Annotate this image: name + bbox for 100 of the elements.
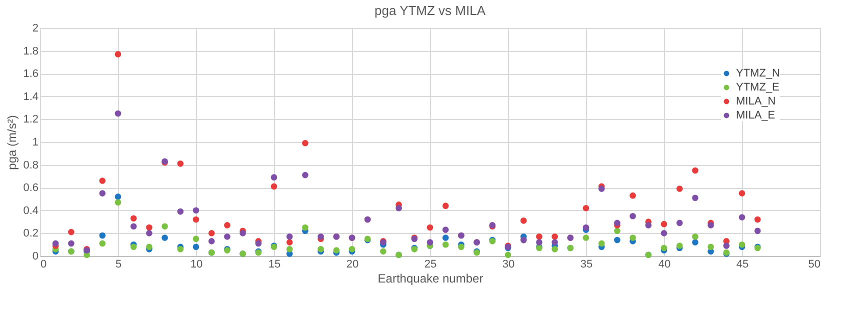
y-tick-label: 2 (32, 22, 38, 34)
point (380, 248, 386, 255)
point (676, 242, 683, 249)
x-tick-label: 45 (736, 258, 749, 270)
point (114, 194, 122, 200)
point (114, 199, 122, 206)
point (162, 223, 168, 230)
point (630, 234, 636, 241)
x-tick-label: 20 (346, 258, 359, 270)
point (660, 230, 668, 236)
point (270, 183, 278, 190)
point (692, 233, 698, 240)
point (442, 241, 449, 248)
point (676, 220, 683, 226)
point (614, 228, 620, 234)
point (208, 238, 215, 244)
point (177, 208, 184, 215)
point (614, 220, 620, 226)
point (192, 207, 200, 214)
point (130, 244, 137, 250)
y-tick-label: 0 (32, 250, 38, 262)
point (598, 240, 605, 247)
point (302, 172, 308, 178)
point (676, 186, 683, 192)
point (318, 246, 324, 252)
point (318, 233, 324, 240)
x-tick-label: 15 (268, 258, 281, 270)
y-tick-label: 0.4 (23, 204, 38, 217)
point (552, 239, 558, 246)
legend-label: MILA_N (736, 96, 776, 108)
point (708, 222, 714, 228)
x-tick-label: 40 (658, 258, 671, 270)
point (302, 224, 308, 231)
point (504, 252, 512, 258)
point (552, 246, 558, 252)
point (224, 222, 230, 228)
y-tick-label: 1 (32, 136, 38, 148)
point (270, 174, 278, 180)
point (660, 244, 668, 252)
point (192, 216, 200, 223)
point (754, 216, 761, 223)
point (582, 224, 590, 231)
point (426, 239, 434, 246)
point (645, 222, 652, 228)
point (520, 218, 527, 224)
chart-title: pga YTMZ vs MILA (374, 3, 486, 18)
point (708, 244, 714, 250)
point (692, 167, 698, 174)
point (99, 190, 106, 196)
point (552, 233, 558, 240)
point (302, 140, 308, 146)
point (536, 239, 542, 246)
y-tick-label: 0.2 (23, 228, 38, 240)
point (99, 178, 106, 184)
x-tick-label: 50 (808, 258, 820, 270)
point (192, 236, 200, 242)
point (146, 224, 152, 231)
point (582, 234, 590, 241)
y-tick-label: 0.6 (23, 182, 38, 194)
y-tick-label: 1.2 (23, 114, 38, 126)
point (630, 192, 636, 199)
legend-label: MILA_E (736, 110, 776, 122)
x-tick-label: 25 (424, 258, 437, 270)
point (162, 234, 168, 241)
point (52, 240, 59, 247)
point (177, 246, 184, 252)
point (255, 240, 262, 247)
point (442, 202, 449, 209)
legend-label: YTMZ_E (736, 82, 780, 94)
point (224, 233, 230, 240)
x-tick-label: 5 (115, 258, 122, 270)
point (208, 230, 215, 236)
point (68, 240, 74, 247)
point (660, 220, 668, 228)
point (692, 239, 698, 246)
point (192, 244, 200, 250)
legend-label: YTMZ_N (736, 68, 780, 80)
x-tick-label: 30 (502, 258, 515, 270)
point (333, 247, 340, 254)
point (738, 214, 746, 220)
point (692, 194, 698, 202)
point (146, 230, 152, 236)
point (630, 212, 636, 220)
point (99, 232, 106, 239)
point (146, 244, 152, 250)
point (442, 226, 449, 233)
x-tick-label: 35 (580, 258, 593, 270)
y-tick-label: 1.4 (23, 90, 38, 103)
point (738, 190, 746, 196)
point (396, 204, 402, 212)
x-axis-title: Earthquake number (378, 272, 484, 286)
point (286, 246, 293, 252)
point (738, 241, 746, 248)
point (286, 239, 293, 246)
point (536, 233, 542, 240)
point (177, 160, 184, 167)
y-tick-label: 1.6 (23, 68, 38, 80)
point (348, 246, 356, 252)
point (598, 186, 605, 192)
point (114, 51, 122, 58)
